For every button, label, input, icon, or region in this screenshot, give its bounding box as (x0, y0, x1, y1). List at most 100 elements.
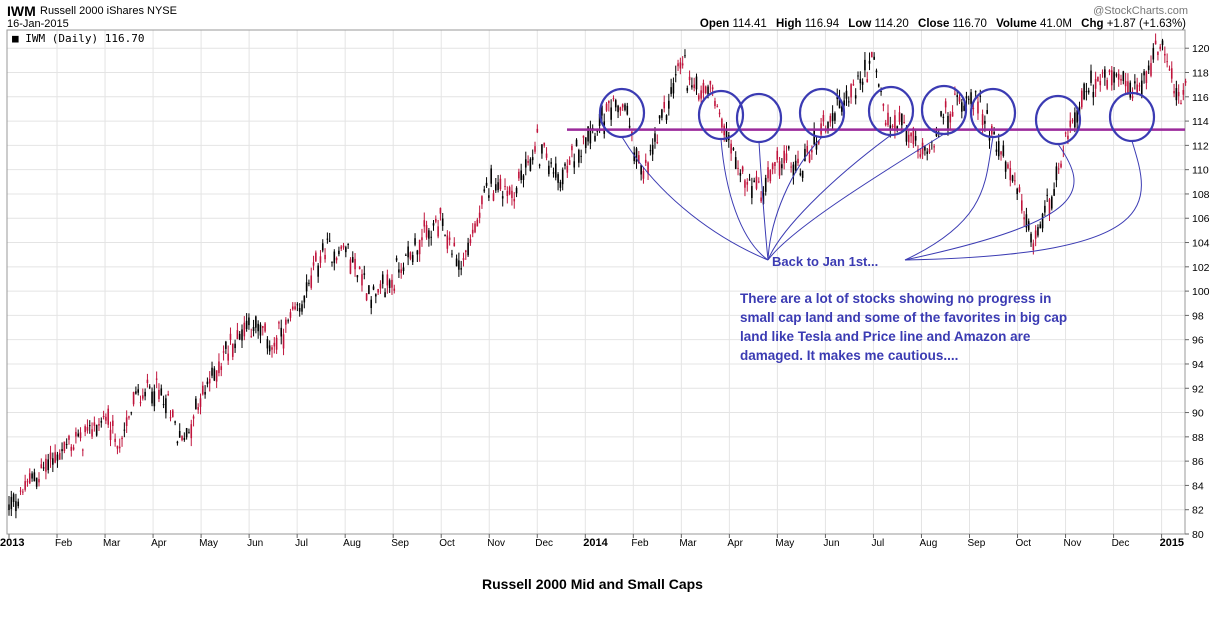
candle-body (356, 275, 359, 278)
candle-body (1168, 69, 1171, 71)
candle-body (298, 307, 301, 312)
candle-body (624, 104, 626, 111)
candle-body (448, 237, 451, 240)
candle-body (1039, 224, 1042, 229)
y-tick-label: 84 (1192, 480, 1204, 492)
annotation-pointer-line (767, 134, 892, 261)
x-tick-label: Oct (439, 538, 455, 549)
candle-body (400, 269, 403, 273)
candle-body (799, 173, 802, 176)
candle-body (986, 110, 988, 114)
candle-body (294, 306, 296, 310)
candle-body (176, 441, 179, 444)
candle-body (508, 187, 511, 195)
candle-body (732, 148, 735, 150)
candle-body (778, 161, 781, 176)
candle-body (582, 135, 585, 138)
candle-body (1117, 73, 1120, 80)
candle-body (924, 146, 926, 151)
candle-body (707, 86, 709, 95)
candle-body (891, 125, 894, 127)
candle-body (552, 172, 555, 174)
candle-body (386, 274, 389, 286)
candle-body (974, 91, 977, 93)
candle-body (107, 408, 110, 425)
candle-body (211, 367, 213, 376)
candle-body (40, 464, 43, 469)
candle-body (158, 389, 160, 400)
candle-body (264, 323, 266, 332)
candle-body (702, 82, 705, 94)
candle-body (105, 416, 107, 421)
candle-body (568, 160, 571, 165)
candle-body (430, 236, 432, 238)
candle-body (868, 60, 871, 64)
candle-body (181, 435, 183, 441)
candle-body (538, 164, 541, 166)
candle-body (711, 87, 714, 90)
candle-body (345, 247, 347, 253)
candle-body (1147, 65, 1150, 71)
candle-body (192, 416, 195, 419)
candle-body (594, 135, 596, 141)
candle-body (416, 250, 419, 255)
annotation-overlay (567, 84, 1185, 261)
candle-body (811, 150, 813, 153)
candle-body (744, 180, 746, 188)
candle-body (82, 449, 84, 451)
candle-body (808, 154, 811, 163)
candle-body (248, 317, 250, 326)
candle-body (995, 149, 998, 152)
candle-body (492, 193, 495, 201)
candle-body (815, 141, 818, 150)
candle-body (1159, 46, 1162, 50)
candle-body (282, 334, 285, 349)
x-axis: 2013 Feb Mar Apr May Jun Jul Aug Sep Oct Nov Dec 201… (0, 534, 1184, 549)
candle-body (109, 429, 112, 441)
x-tick-label: Jul (871, 538, 884, 549)
candle-body (698, 95, 700, 100)
candle-body (174, 421, 176, 423)
candle-body (15, 501, 17, 512)
candle-body (958, 97, 961, 102)
candle-body (854, 95, 857, 99)
candle-body (977, 101, 979, 114)
candle-body (882, 103, 885, 106)
candle-body (919, 154, 922, 157)
candle-body (1027, 221, 1030, 230)
candle-body (954, 93, 956, 95)
candle-body (926, 151, 929, 154)
candle-body (195, 398, 197, 409)
candle-body (633, 152, 636, 161)
candle-body (947, 115, 949, 129)
candle-body (54, 452, 56, 463)
x-tick-label: May (199, 538, 218, 549)
x-tick-label: Aug (343, 538, 361, 549)
candle-body (321, 243, 324, 251)
candle-body (363, 273, 366, 275)
annotation-pointer-line (904, 140, 1142, 261)
candle-body (695, 76, 698, 90)
candle-body (388, 280, 391, 288)
candle-body (93, 422, 96, 426)
candle-body (361, 274, 363, 286)
candle-body (566, 165, 569, 173)
candle-body (1041, 213, 1044, 229)
candle-body (866, 79, 869, 83)
candle-body (485, 182, 488, 186)
candle-body (462, 258, 465, 261)
candle-body (1124, 80, 1127, 87)
x-tick-label: Feb (631, 538, 649, 549)
candle-body (287, 320, 289, 322)
candle-body (903, 122, 905, 124)
candle-body (587, 126, 589, 142)
candle-body (887, 112, 889, 125)
candle-body (626, 105, 629, 115)
candle-body (52, 458, 54, 465)
candle-body (774, 161, 776, 167)
candle-body (289, 312, 292, 318)
candle-body (951, 111, 954, 117)
candle-body (1164, 53, 1166, 56)
candle-body (146, 379, 149, 384)
close-label: Close (918, 18, 950, 30)
